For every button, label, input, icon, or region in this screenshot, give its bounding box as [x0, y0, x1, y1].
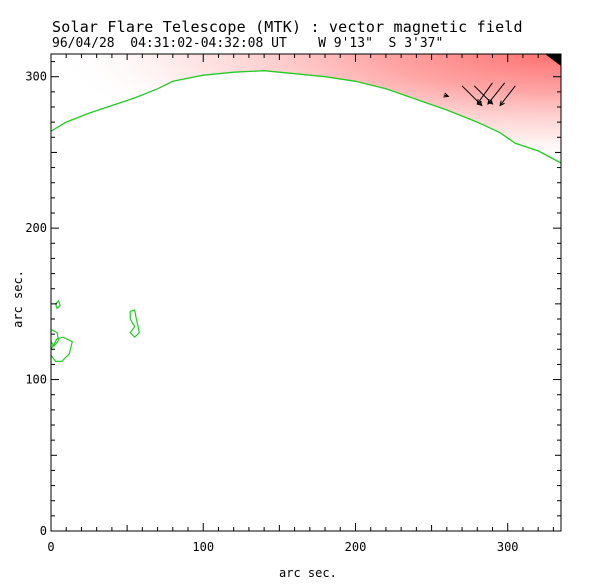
plot-frame — [50, 53, 562, 532]
field-vector-arrow — [443, 92, 450, 98]
x-tick-label: 300 — [497, 540, 519, 554]
x-tick-label: 100 — [192, 540, 214, 554]
small-contour — [55, 299, 61, 310]
small-contour — [129, 309, 140, 339]
field-vector-arrow — [499, 85, 516, 107]
y-axis-label: arc sec. — [11, 270, 25, 328]
plot-title: Solar Flare Telescope (MTK) : vector mag… — [52, 18, 523, 36]
y-tick-label: 0 — [40, 524, 47, 538]
y-tick-label: 200 — [25, 221, 47, 235]
magnetic-field-shading — [51, 54, 561, 163]
field-vector-arrow — [487, 82, 506, 105]
small-contour — [51, 336, 73, 362]
plot-subtitle: 96/04/28 04:31:02-04:32:08 UT W 9'13" S … — [52, 36, 444, 51]
y-tick-label: 100 — [25, 373, 47, 387]
x-tick-label: 200 — [345, 540, 367, 554]
x-tick-label: 0 — [47, 540, 54, 554]
corner-dark-patch — [545, 54, 561, 66]
x-axis-label: arc sec. — [279, 566, 337, 580]
field-vector-arrow — [476, 82, 493, 105]
limb-contour — [51, 70, 561, 164]
y-tick-label: 300 — [25, 70, 47, 84]
